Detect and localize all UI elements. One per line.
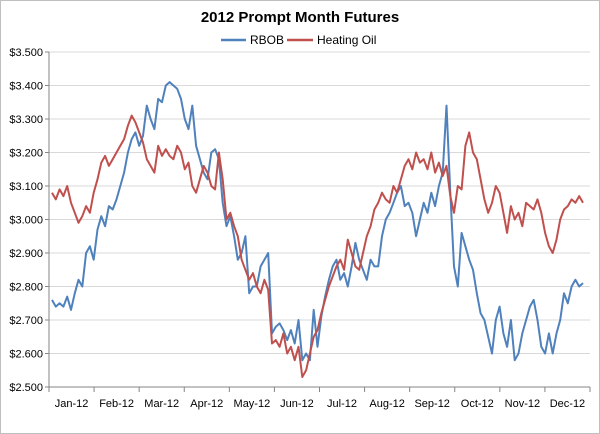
legend-label-heating-oil: Heating Oil [317, 33, 376, 47]
x-tick-label: Oct-12 [461, 398, 494, 410]
y-tick-label: $3.200 [9, 148, 43, 160]
x-tick-label: Dec-12 [550, 398, 585, 410]
y-tick-label: $3.300 [9, 114, 43, 126]
x-tick-label: Sep-12 [414, 398, 449, 410]
y-tick-label: $2.900 [9, 248, 43, 260]
x-tick-label: May-12 [234, 398, 271, 410]
x-tick-label: Apr-12 [190, 398, 223, 410]
legend: RBOB Heating Oil [221, 33, 376, 47]
y-tick-label: $3.400 [9, 81, 43, 93]
x-tick-label: Feb-12 [99, 398, 134, 410]
y-tick-label: $3.000 [9, 215, 43, 227]
y-tick-label: $2.800 [9, 282, 43, 294]
y-tick-label: $3.100 [9, 181, 43, 193]
series-line-heating-oil [51, 114, 584, 378]
series-line-rbob [51, 81, 584, 362]
x-tick-label: Jun-12 [280, 398, 314, 410]
y-axis-ticks: $2.500 $2.600 $2.700 $2.800 $2.900 $3.000 $3.1… [9, 47, 49, 394]
y-tick-label: $3.500 [9, 47, 43, 59]
x-tick-label: Jul-12 [327, 398, 357, 410]
y-tick-label: $2.500 [9, 382, 43, 394]
y-tick-label: $2.600 [9, 349, 43, 361]
chart-title: 2012 Prompt Month Futures [201, 9, 399, 26]
series [51, 81, 584, 378]
x-tick-label: Jan-12 [55, 398, 89, 410]
y-tick-label: $2.700 [9, 315, 43, 327]
x-tick-label: Nov-12 [505, 398, 540, 410]
legend-label-rbob: RBOB [250, 33, 284, 47]
x-axis-ticks: Jan-12 Feb-12 Mar-12 Apr-12 May-12 Jun-12 Jul-… [48, 387, 591, 410]
x-tick-label: Aug-12 [369, 398, 404, 410]
x-tick-label: Mar-12 [144, 398, 179, 410]
